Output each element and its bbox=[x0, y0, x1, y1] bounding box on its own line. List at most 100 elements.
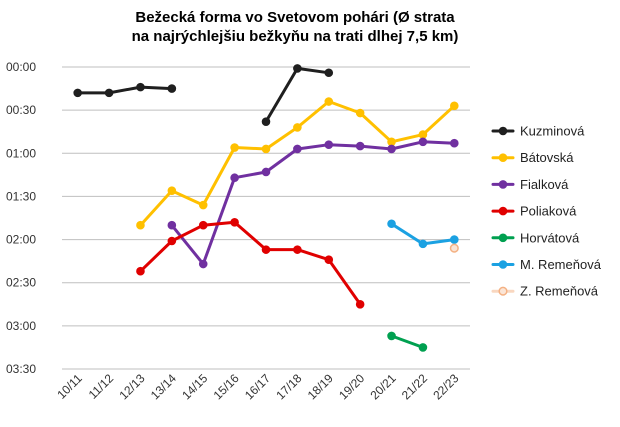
legend-marker bbox=[498, 206, 508, 216]
series-1 bbox=[136, 97, 459, 230]
chart-title-line-1: Bežecká forma vo Svetovom pohári (Ø stra… bbox=[135, 9, 455, 26]
data-point bbox=[293, 123, 302, 132]
data-point bbox=[198, 220, 208, 230]
legend-marker bbox=[498, 126, 508, 136]
data-point bbox=[136, 220, 145, 230]
legend-label: Poliaková bbox=[520, 204, 577, 219]
y-tick-label: 03:00 bbox=[6, 319, 36, 333]
data-point bbox=[324, 68, 334, 78]
data-point bbox=[198, 259, 208, 269]
series-6 bbox=[449, 243, 459, 253]
x-tick-label: 21/22 bbox=[399, 371, 430, 402]
x-tick-label: 16/17 bbox=[242, 371, 273, 402]
y-tick-label: 03:30 bbox=[6, 362, 36, 376]
data-point bbox=[136, 82, 145, 92]
x-tick-label: 19/20 bbox=[336, 371, 367, 402]
data-point bbox=[324, 255, 334, 265]
x-tick-label: 18/19 bbox=[305, 371, 336, 402]
legend-label: M. Remeňová bbox=[520, 257, 602, 272]
data-point bbox=[450, 235, 459, 244]
series-2 bbox=[167, 137, 459, 269]
data-point bbox=[73, 88, 82, 98]
data-point bbox=[418, 343, 428, 352]
legend-item: Horvátová bbox=[491, 230, 580, 245]
x-tick-label: 11/12 bbox=[86, 371, 117, 402]
y-tick-label: 01:30 bbox=[6, 189, 36, 203]
data-point bbox=[167, 84, 177, 93]
series-3 bbox=[136, 218, 365, 309]
legend-marker bbox=[498, 260, 508, 269]
series-5 bbox=[387, 219, 459, 249]
x-tick-label: 17/18 bbox=[273, 371, 304, 402]
x-tick-label: 15/16 bbox=[211, 371, 242, 402]
x-tick-label: 20/21 bbox=[368, 371, 399, 402]
x-tick-label: 13/14 bbox=[148, 371, 179, 402]
data-point bbox=[230, 218, 239, 227]
data-point bbox=[450, 101, 459, 111]
legend-item: M. Remeňová bbox=[491, 257, 602, 272]
legend-marker bbox=[498, 153, 508, 162]
y-tick-label: 02:30 bbox=[6, 276, 36, 290]
y-tick-label: 00:30 bbox=[6, 103, 36, 117]
data-point bbox=[293, 144, 302, 154]
data-point bbox=[261, 167, 271, 177]
x-tick-label: 22/23 bbox=[430, 371, 461, 402]
chart-title: Bežecká forma vo Svetovom pohári (Ø stra… bbox=[0, 8, 590, 46]
legend-label: Bátovská bbox=[520, 150, 574, 165]
data-point bbox=[261, 117, 271, 126]
legend-item: Fialková bbox=[491, 177, 569, 192]
series-line bbox=[139, 220, 362, 306]
x-tick-label: 10/11 bbox=[54, 371, 85, 402]
data-point bbox=[387, 144, 396, 154]
legend-item: Kuzminová bbox=[491, 124, 585, 139]
data-point bbox=[167, 220, 177, 230]
series-line bbox=[264, 66, 331, 124]
legend-label: Z. Remeňová bbox=[520, 284, 599, 299]
legend-label: Kuzminová bbox=[520, 124, 585, 139]
data-point bbox=[104, 88, 114, 98]
data-point bbox=[261, 144, 271, 154]
data-point bbox=[355, 299, 365, 309]
data-point bbox=[387, 331, 396, 341]
legend-marker bbox=[498, 233, 508, 243]
series-line bbox=[139, 100, 456, 227]
data-point bbox=[167, 186, 177, 195]
data-point bbox=[418, 239, 428, 249]
data-point bbox=[387, 219, 396, 229]
data-point bbox=[198, 200, 208, 210]
data-point bbox=[324, 140, 334, 149]
data-point bbox=[355, 141, 365, 151]
data-point bbox=[293, 245, 302, 254]
data-point bbox=[450, 138, 459, 148]
data-point bbox=[418, 130, 428, 139]
series-line bbox=[170, 140, 456, 266]
series-line bbox=[390, 334, 425, 349]
data-point bbox=[261, 245, 271, 254]
data-point bbox=[136, 266, 145, 276]
y-tick-label: 00:00 bbox=[6, 60, 36, 74]
data-point bbox=[230, 143, 239, 152]
y-tick-label: 02:00 bbox=[6, 233, 36, 247]
legend-marker bbox=[498, 180, 508, 189]
data-point bbox=[230, 173, 239, 183]
legend-label: Fialková bbox=[520, 177, 569, 192]
chart-title-line-2: na najrýchlejšiu bežkyňu na trati dlhej … bbox=[131, 28, 459, 45]
data-point bbox=[387, 137, 396, 147]
legend-marker bbox=[498, 286, 508, 296]
y-tick-label: 01:00 bbox=[6, 146, 36, 160]
legend-item: Bátovská bbox=[491, 150, 574, 165]
series-4 bbox=[387, 331, 428, 352]
data-point bbox=[418, 137, 428, 147]
series-line bbox=[76, 85, 174, 95]
legend-item: Poliaková bbox=[491, 204, 577, 219]
data-point bbox=[324, 97, 334, 106]
x-tick-label: 14/15 bbox=[179, 371, 210, 402]
legend-label: Horvátová bbox=[520, 230, 580, 245]
data-point bbox=[293, 64, 302, 73]
data-point bbox=[449, 243, 459, 253]
series-0 bbox=[73, 64, 334, 126]
data-point bbox=[167, 236, 177, 246]
legend-item: Z. Remeňová bbox=[491, 284, 599, 299]
